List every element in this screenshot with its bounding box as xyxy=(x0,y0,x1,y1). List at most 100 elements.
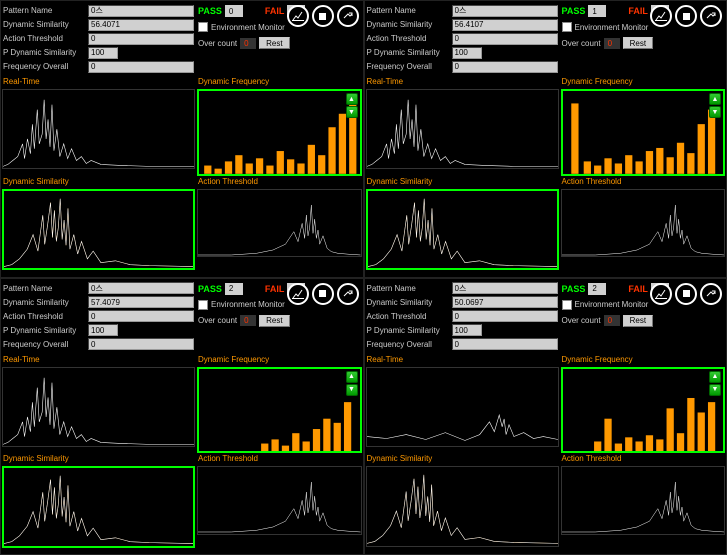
pass-value: 1 xyxy=(588,5,606,17)
label-actthr: Action Threshold xyxy=(3,34,88,43)
action-threshold-input[interactable] xyxy=(452,33,558,45)
frequency-overall-input[interactable] xyxy=(452,338,558,350)
env-monitor-label: Environment Monitor xyxy=(211,300,285,309)
realtime-chart-wrap: Real-Time xyxy=(365,366,560,455)
actthr-title: Action Threshold xyxy=(198,177,258,186)
dynsim-chart xyxy=(2,466,195,548)
dynsim-title: Dynamic Similarity xyxy=(3,454,69,463)
arrow-down-button[interactable]: ▼ xyxy=(709,384,721,396)
pattern-name-input[interactable] xyxy=(452,5,558,17)
dynsim-chart-wrap: Dynamic Similarity xyxy=(365,465,560,554)
label-pdynsim: P Dynamic Similarity xyxy=(367,48,452,57)
env-monitor-checkbox[interactable] xyxy=(562,22,572,32)
dynfreq-chart: ▲▼ xyxy=(197,89,362,176)
dynamic-similarity-input[interactable] xyxy=(452,19,558,31)
arrow-up-button[interactable]: ▲ xyxy=(346,371,358,383)
pass-value: 2 xyxy=(225,283,243,295)
p-dynamic-similarity-input[interactable] xyxy=(452,47,482,59)
rest-button[interactable]: Rest xyxy=(623,315,653,327)
over-count-value: 0 xyxy=(604,315,620,326)
chart-icon-button[interactable] xyxy=(650,283,672,305)
label-actthr: Action Threshold xyxy=(367,312,452,321)
realtime-chart xyxy=(2,367,195,447)
dynfreq-title: Dynamic Frequency xyxy=(198,355,269,364)
actthr-chart-wrap: Action Threshold xyxy=(196,465,363,554)
pattern-name-input[interactable] xyxy=(452,282,558,294)
action-threshold-input[interactable] xyxy=(88,33,194,45)
pass-value: 2 xyxy=(588,283,606,295)
dynamic-similarity-input[interactable] xyxy=(88,296,194,308)
fail-label: FAIL xyxy=(628,6,648,16)
chart-icon-button[interactable] xyxy=(650,5,672,27)
label-freqov: Frequency Overall xyxy=(367,340,452,349)
dynamic-similarity-input[interactable] xyxy=(88,19,194,31)
pattern-name-input[interactable] xyxy=(88,282,194,294)
action-threshold-input[interactable] xyxy=(452,310,558,322)
label-dynsim: Dynamic Similarity xyxy=(3,298,88,307)
settings-icon-button[interactable] xyxy=(700,5,722,27)
dynsim-title: Dynamic Similarity xyxy=(367,177,433,186)
label-pdynsim: P Dynamic Similarity xyxy=(367,326,452,335)
over-count-value: 0 xyxy=(604,38,620,49)
fail-label: FAIL xyxy=(265,284,285,294)
rest-button[interactable]: Rest xyxy=(259,37,289,49)
frequency-overall-input[interactable] xyxy=(88,61,194,73)
settings-icon-button[interactable] xyxy=(337,283,359,305)
arrow-up-button[interactable]: ▲ xyxy=(709,93,721,105)
frequency-overall-input[interactable] xyxy=(88,338,194,350)
actthr-title: Action Threshold xyxy=(562,177,622,186)
p-dynamic-similarity-input[interactable] xyxy=(88,324,118,336)
pass-value: 0 xyxy=(225,5,243,17)
arrow-up-button[interactable]: ▲ xyxy=(709,371,721,383)
pattern-name-input[interactable] xyxy=(88,5,194,17)
actthr-chart xyxy=(561,189,726,258)
stop-icon-button[interactable] xyxy=(312,283,334,305)
form-area: Pattern Name Dynamic Similarity Action T… xyxy=(365,1,560,77)
action-threshold-input[interactable] xyxy=(88,310,194,322)
pass-label: PASS xyxy=(562,284,586,294)
label-pattern: Pattern Name xyxy=(367,284,452,293)
rest-button[interactable]: Rest xyxy=(259,315,289,327)
over-count-label: Over count xyxy=(198,39,237,48)
realtime-title: Real-Time xyxy=(3,77,40,86)
env-monitor-label: Environment Monitor xyxy=(575,23,649,32)
label-dynsim: Dynamic Similarity xyxy=(367,20,452,29)
settings-icon-button[interactable] xyxy=(700,283,722,305)
env-monitor-checkbox[interactable] xyxy=(198,22,208,32)
stop-icon-button[interactable] xyxy=(312,5,334,27)
dynfreq-title: Dynamic Frequency xyxy=(562,355,633,364)
over-count-value: 0 xyxy=(240,315,256,326)
dynamic-similarity-input[interactable] xyxy=(452,296,558,308)
arrow-down-button[interactable]: ▼ xyxy=(346,384,358,396)
dynsim-chart-wrap: Dynamic Similarity xyxy=(1,188,196,277)
actthr-chart xyxy=(561,466,726,535)
p-dynamic-similarity-input[interactable] xyxy=(452,324,482,336)
pass-label: PASS xyxy=(198,284,222,294)
dynfreq-chart-wrap: Dynamic Frequency ▲▼ xyxy=(560,88,727,177)
p-dynamic-similarity-input[interactable] xyxy=(88,47,118,59)
dynsim-title: Dynamic Similarity xyxy=(367,454,433,463)
over-count-value: 0 xyxy=(240,38,256,49)
settings-icon-button[interactable] xyxy=(337,5,359,27)
env-monitor-checkbox[interactable] xyxy=(562,300,572,310)
arrow-down-button[interactable]: ▼ xyxy=(346,106,358,118)
dynfreq-title: Dynamic Frequency xyxy=(198,77,269,86)
monitor-panel-1: Pattern Name Dynamic Similarity Action T… xyxy=(364,0,727,278)
stop-icon-button[interactable] xyxy=(675,5,697,27)
frequency-overall-input[interactable] xyxy=(452,61,558,73)
dynfreq-chart-wrap: Dynamic Frequency ▲▼ xyxy=(560,366,727,455)
realtime-chart xyxy=(2,89,195,169)
over-count-label: Over count xyxy=(562,39,601,48)
actthr-title: Action Threshold xyxy=(198,454,258,463)
arrow-down-button[interactable]: ▼ xyxy=(709,106,721,118)
stop-icon-button[interactable] xyxy=(675,283,697,305)
actthr-chart xyxy=(197,189,362,258)
dynfreq-chart: ▲▼ xyxy=(561,89,726,176)
chart-icon-button[interactable] xyxy=(287,5,309,27)
dynsim-chart xyxy=(366,466,559,546)
arrow-up-button[interactable]: ▲ xyxy=(346,93,358,105)
env-monitor-checkbox[interactable] xyxy=(198,300,208,310)
rest-button[interactable]: Rest xyxy=(623,37,653,49)
monitor-panel-2: Pattern Name Dynamic Similarity Action T… xyxy=(0,278,364,555)
chart-icon-button[interactable] xyxy=(287,283,309,305)
